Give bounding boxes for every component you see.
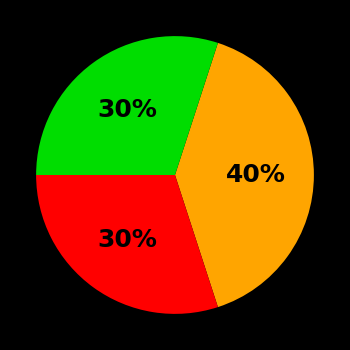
Text: 30%: 30% [98, 98, 158, 122]
Wedge shape [175, 43, 314, 307]
Wedge shape [36, 175, 218, 314]
Text: 40%: 40% [226, 163, 286, 187]
Text: 30%: 30% [98, 228, 158, 252]
Wedge shape [36, 36, 218, 175]
